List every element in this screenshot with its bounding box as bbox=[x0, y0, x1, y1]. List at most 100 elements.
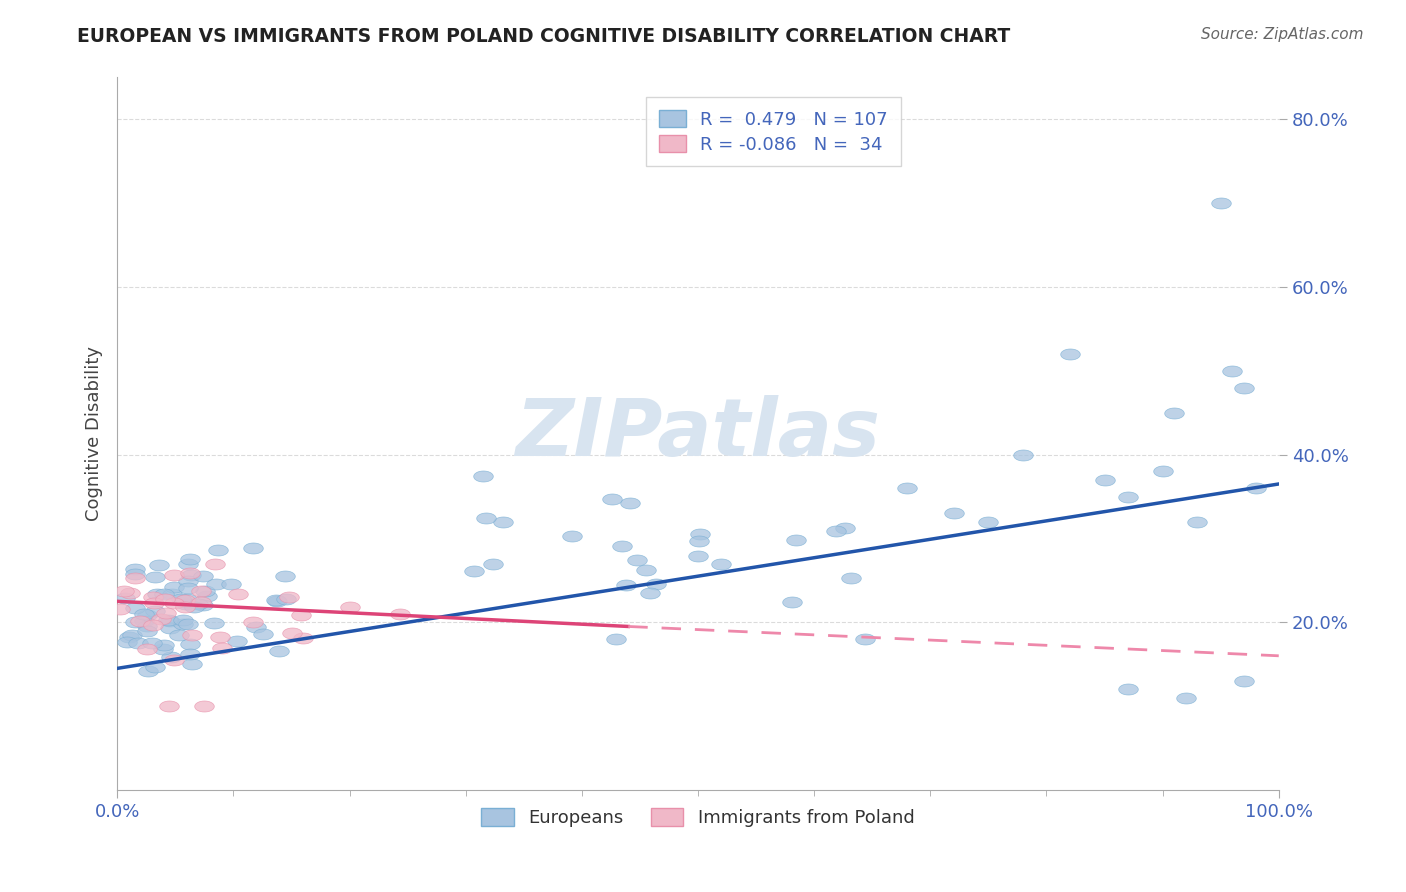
Point bbox=[162, 568, 184, 582]
Point bbox=[142, 591, 165, 605]
Point bbox=[163, 653, 186, 667]
Point bbox=[269, 643, 291, 657]
Point bbox=[689, 527, 711, 541]
Point bbox=[172, 617, 194, 632]
Point bbox=[108, 602, 131, 616]
Point bbox=[136, 624, 159, 638]
Y-axis label: Cognitive Disability: Cognitive Disability bbox=[86, 346, 103, 521]
Point bbox=[1244, 481, 1267, 495]
Point bbox=[162, 587, 184, 601]
Point bbox=[208, 630, 231, 644]
Point bbox=[172, 614, 194, 628]
Point bbox=[839, 571, 862, 585]
Point bbox=[221, 577, 243, 591]
Point bbox=[605, 632, 627, 646]
Point bbox=[118, 585, 141, 599]
Point bbox=[136, 664, 159, 678]
Point bbox=[181, 657, 204, 672]
Point bbox=[132, 615, 155, 629]
Point bbox=[155, 606, 177, 620]
Point bbox=[191, 569, 214, 583]
Text: EUROPEAN VS IMMIGRANTS FROM POLAND COGNITIVE DISABILITY CORRELATION CHART: EUROPEAN VS IMMIGRANTS FROM POLAND COGNI… bbox=[77, 27, 1011, 45]
Point bbox=[179, 551, 201, 566]
Legend: Europeans, Immigrants from Poland: Europeans, Immigrants from Poland bbox=[474, 801, 922, 834]
Point bbox=[1094, 473, 1116, 487]
Point bbox=[114, 591, 136, 605]
Point bbox=[211, 640, 233, 655]
Point bbox=[492, 515, 515, 529]
Point bbox=[896, 481, 918, 495]
Point bbox=[127, 636, 149, 650]
Point bbox=[157, 699, 180, 714]
Point bbox=[179, 566, 201, 581]
Point bbox=[124, 566, 146, 581]
Point bbox=[1059, 347, 1081, 361]
Point bbox=[174, 597, 197, 611]
Point bbox=[1152, 464, 1174, 478]
Point bbox=[205, 576, 228, 591]
Point bbox=[207, 543, 229, 558]
Point bbox=[388, 607, 411, 621]
Point bbox=[148, 558, 170, 572]
Point bbox=[135, 619, 157, 633]
Point bbox=[600, 491, 623, 506]
Point bbox=[153, 639, 176, 653]
Point bbox=[942, 506, 965, 520]
Point bbox=[143, 596, 166, 610]
Point bbox=[1233, 381, 1256, 395]
Point bbox=[1163, 406, 1185, 420]
Point bbox=[242, 541, 264, 556]
Point bbox=[153, 592, 176, 607]
Point bbox=[129, 615, 152, 629]
Point bbox=[179, 647, 201, 661]
Point bbox=[824, 524, 846, 538]
Point bbox=[124, 571, 146, 585]
Point bbox=[626, 553, 648, 567]
Point bbox=[159, 650, 181, 665]
Point bbox=[634, 563, 657, 577]
Point bbox=[163, 580, 186, 594]
Point bbox=[619, 496, 641, 510]
Point bbox=[173, 592, 195, 607]
Point bbox=[195, 589, 218, 603]
Point bbox=[245, 620, 267, 634]
Point bbox=[292, 632, 315, 646]
Point bbox=[472, 469, 495, 483]
Point bbox=[115, 635, 138, 649]
Point bbox=[177, 582, 200, 596]
Point bbox=[853, 632, 876, 646]
Point bbox=[977, 515, 1000, 529]
Point bbox=[190, 595, 212, 609]
Point bbox=[202, 615, 225, 630]
Point bbox=[141, 636, 163, 650]
Point bbox=[1012, 448, 1035, 462]
Point bbox=[1116, 682, 1139, 697]
Point bbox=[117, 630, 139, 644]
Point bbox=[190, 584, 212, 599]
Point bbox=[688, 533, 710, 548]
Point bbox=[225, 634, 247, 648]
Point bbox=[152, 641, 174, 656]
Point bbox=[142, 618, 165, 632]
Point bbox=[187, 597, 209, 611]
Point bbox=[150, 612, 173, 626]
Point bbox=[191, 599, 214, 613]
Point bbox=[124, 615, 146, 629]
Point bbox=[242, 615, 264, 629]
Point bbox=[177, 616, 200, 631]
Point bbox=[610, 539, 633, 553]
Point bbox=[834, 521, 856, 535]
Point bbox=[174, 595, 197, 609]
Point bbox=[176, 591, 198, 606]
Point bbox=[159, 621, 181, 635]
Point bbox=[124, 561, 146, 575]
Point bbox=[638, 586, 661, 600]
Point bbox=[688, 549, 710, 563]
Point bbox=[143, 604, 166, 618]
Point bbox=[463, 564, 485, 578]
Point bbox=[785, 533, 807, 547]
Point bbox=[474, 510, 496, 524]
Point bbox=[170, 591, 193, 606]
Point bbox=[780, 595, 803, 609]
Point bbox=[134, 607, 156, 621]
